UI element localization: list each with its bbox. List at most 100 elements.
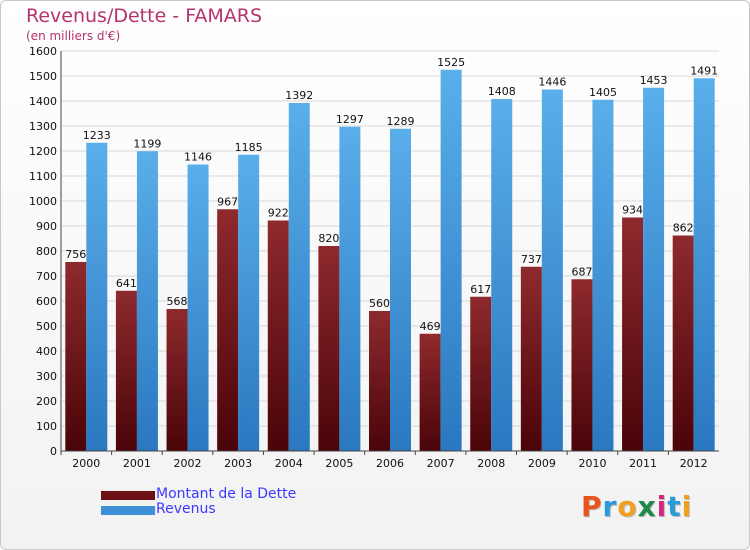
bar-debt [65, 262, 87, 451]
bar-revenue [86, 142, 108, 451]
axes [60, 51, 719, 452]
bar-debt [217, 209, 239, 451]
bar-revenue [541, 89, 563, 451]
x-tick-label: 2009 [528, 457, 556, 470]
bar-revenue [693, 78, 715, 451]
bar-debt [419, 333, 441, 451]
bar-revenue [440, 69, 462, 451]
bar-debt [520, 266, 542, 451]
logo-letter: P [581, 490, 603, 523]
y-tick-label: 900 [36, 220, 57, 233]
data-label-revenue: 1185 [235, 141, 263, 154]
bar-debt [672, 235, 694, 451]
bar-debt [115, 290, 137, 451]
x-tick-label: 2002 [174, 457, 202, 470]
data-label-revenue: 1491 [690, 64, 718, 77]
legend-swatch-debt [101, 491, 155, 500]
data-label-debt: 737 [521, 253, 542, 266]
bar-revenue [390, 128, 411, 451]
x-tick-label: 2012 [680, 457, 708, 470]
x-tick-label: 2007 [427, 457, 455, 470]
legend-swatch-revenue [101, 506, 155, 515]
bar-revenue [643, 87, 665, 451]
y-tick-label: 100 [36, 420, 57, 433]
data-label-debt: 617 [470, 283, 491, 296]
x-axis-ticks: 2000 2001 2002 2003 2004 2005 2006 2007 2008 2009… [60, 451, 708, 470]
x-tick-label: 2005 [325, 457, 353, 470]
x-tick-label: 2006 [376, 457, 404, 470]
x-tick-label: 2001 [123, 457, 151, 470]
x-tick-label: 2004 [275, 457, 303, 470]
data-label-debt: 862 [673, 222, 694, 235]
data-label-revenue: 1199 [133, 137, 161, 150]
x-tick-label: 2011 [629, 457, 657, 470]
bar-debt [267, 220, 289, 451]
proxiti-logo: Proxiti [581, 490, 692, 523]
bar-debt [166, 309, 188, 451]
bar-debt [622, 217, 644, 451]
bar-debt [470, 296, 492, 451]
data-label-debt: 568 [167, 295, 188, 308]
y-tick-label: 800 [36, 245, 57, 258]
data-label-revenue: 1525 [437, 56, 465, 69]
logo-letter: o [617, 490, 638, 523]
chart-title: Revenus/Dette - FAMARS [26, 5, 263, 27]
y-tick-label: 1400 [29, 95, 57, 108]
bar-debt [369, 311, 390, 451]
y-tick-label: 300 [36, 370, 57, 383]
chart-subtitle: (en milliers d'€) [26, 29, 121, 43]
data-label-debt: 922 [268, 207, 289, 220]
data-label-revenue: 1392 [285, 89, 313, 102]
data-label-revenue: 1146 [184, 151, 212, 164]
data-label-debt: 469 [420, 320, 441, 333]
logo-letter: i [656, 490, 668, 523]
data-label-debt: 967 [217, 195, 238, 208]
logo-letter: t [667, 490, 682, 523]
data-labels: 756 1233 641 1199 568 1146 967 1185 922 1392 820 12… [65, 56, 718, 333]
logo-letter: x [637, 490, 657, 523]
y-tick-label: 1500 [29, 70, 57, 83]
x-tick-label: 2008 [477, 457, 505, 470]
logo-letter: i [681, 490, 693, 523]
y-tick-label: 1600 [29, 45, 57, 58]
data-label-revenue: 1408 [488, 85, 516, 98]
logo-letter: r [602, 490, 618, 523]
legend-label-revenue: Revenus [156, 501, 216, 517]
bar-revenue [491, 99, 513, 451]
bar-debt [571, 279, 593, 451]
y-axis-ticks: 0 100 200 300 400 500 600 700 800 900 1000 1100 1200… [29, 45, 57, 458]
y-tick-label: 600 [36, 295, 57, 308]
x-tick-label: 2010 [578, 457, 606, 470]
bar-revenue [592, 99, 614, 451]
data-label-revenue: 1297 [336, 113, 364, 126]
data-label-revenue: 1453 [640, 74, 668, 87]
y-tick-label: 1000 [29, 195, 57, 208]
data-label-revenue: 1289 [387, 115, 415, 128]
y-tick-label: 0 [50, 445, 57, 458]
y-tick-label: 400 [36, 345, 57, 358]
data-label-debt: 934 [622, 204, 643, 217]
y-tick-label: 1300 [29, 120, 57, 133]
bars [65, 69, 715, 451]
bar-revenue [288, 103, 310, 451]
bar-revenue [339, 126, 361, 451]
data-label-debt: 687 [571, 265, 592, 278]
data-label-debt: 820 [318, 232, 339, 245]
data-label-debt: 756 [65, 248, 86, 261]
y-tick-label: 200 [36, 395, 57, 408]
y-tick-label: 1200 [29, 145, 57, 158]
bar-debt [318, 246, 340, 451]
x-tick-label: 2003 [224, 457, 252, 470]
y-tick-label: 1100 [29, 170, 57, 183]
bar-revenue [187, 164, 209, 451]
x-tick-label: 2000 [72, 457, 100, 470]
bar-revenue [136, 151, 158, 451]
y-tick-label: 700 [36, 270, 57, 283]
y-tick-label: 500 [36, 320, 57, 333]
data-label-revenue: 1233 [83, 129, 111, 142]
legend-label-debt: Montant de la Dette [156, 486, 297, 502]
data-label-debt: 560 [369, 297, 390, 310]
data-label-revenue: 1405 [589, 86, 617, 99]
